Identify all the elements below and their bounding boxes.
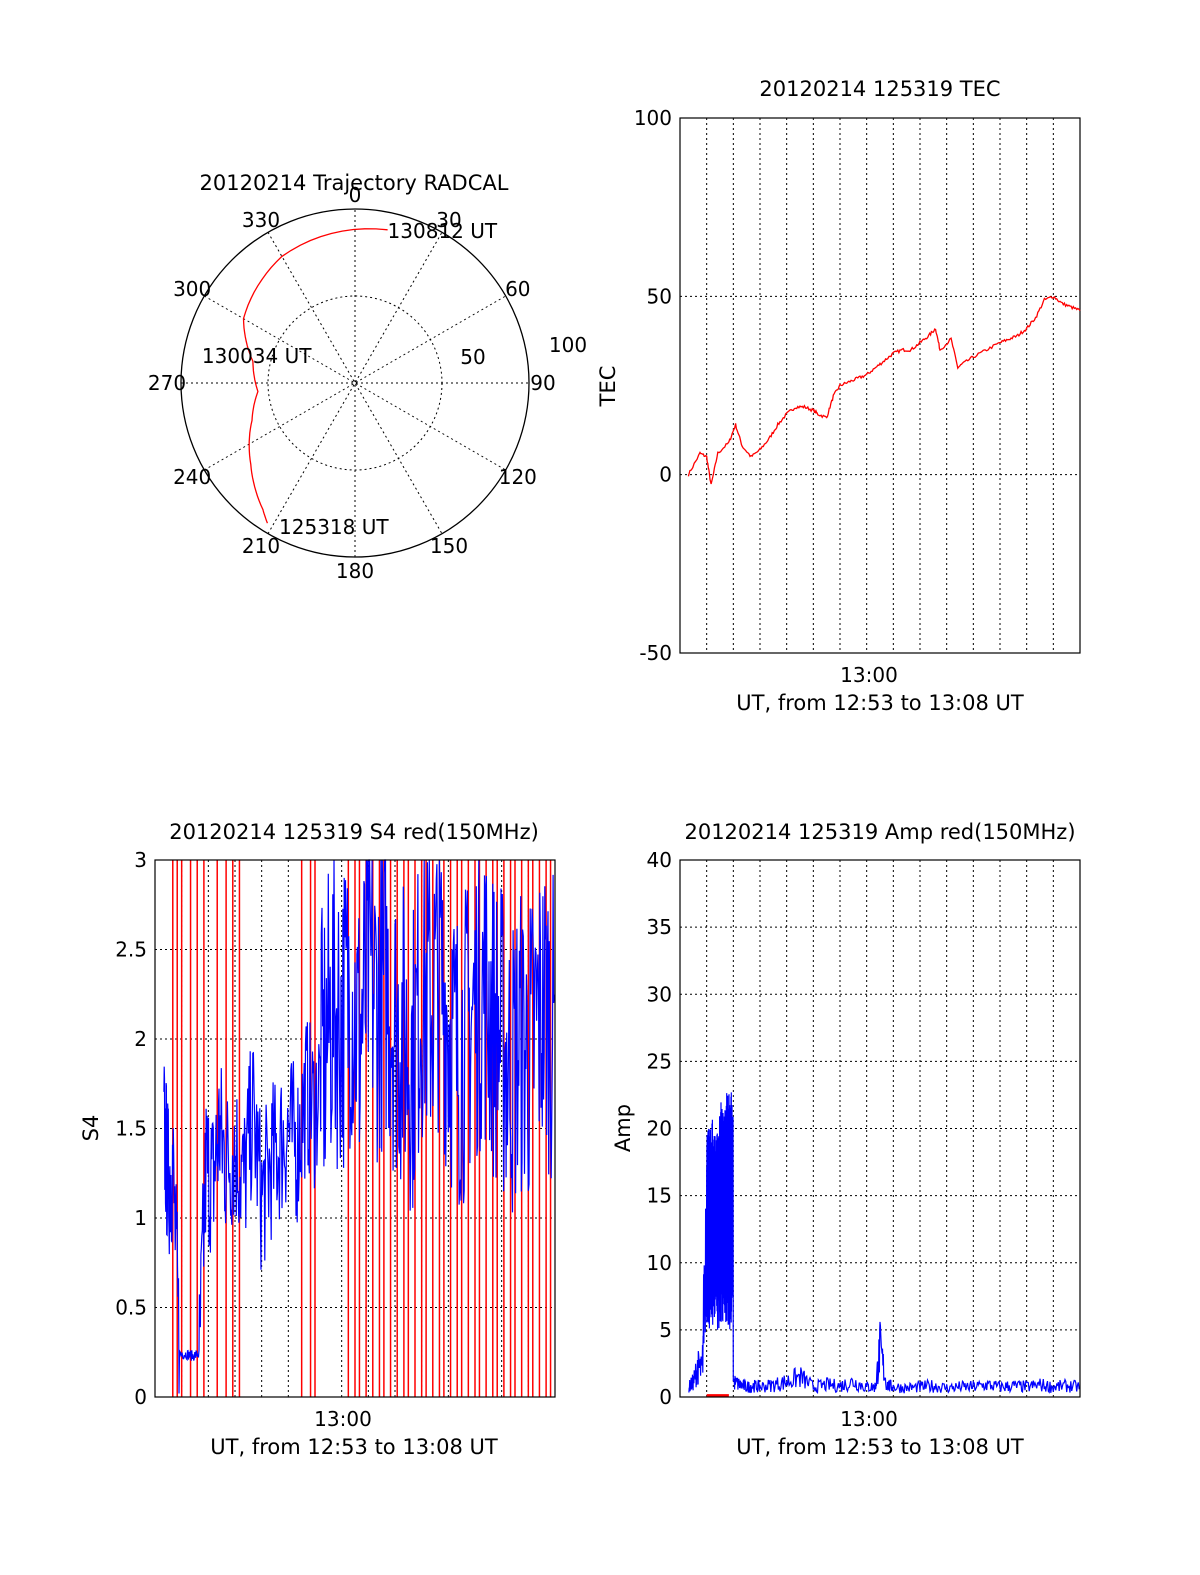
y-tick-label: 35 xyxy=(647,915,672,939)
polar-angle-label: 300 xyxy=(173,277,211,301)
tec-frame xyxy=(679,117,1081,654)
amp-x-axis-label: UT, from 12:53 to 13:08 UT xyxy=(736,1435,1024,1459)
amp-y-axis-label: Amp xyxy=(611,1104,635,1152)
s4-y-axis-label: S4 xyxy=(79,1115,103,1142)
tec-x-tick-label: 13:00 xyxy=(840,663,898,687)
polar-trajectory-plot: 20120214 Trajectory RADCAL 0 30 60 90 120 150… xyxy=(148,171,587,583)
polar-angle-label: 30 xyxy=(436,208,461,232)
s4-y-tick-labels: 0 0.5 1 1.5 2 2.5 3 xyxy=(115,848,147,1409)
polar-angle-label: 120 xyxy=(499,465,537,489)
polar-angle-label: 240 xyxy=(173,465,211,489)
s4-plot: 20120214 125319 S4 red(150MHz) 0 0.5 1 1.5 2… xyxy=(79,820,556,1459)
amp-blue-series xyxy=(688,1092,1080,1394)
trajectory-line xyxy=(242,228,388,524)
s4-x-axis-label: UT, from 12:53 to 13:08 UT xyxy=(210,1435,498,1459)
y-tick-label: 30 xyxy=(647,982,672,1006)
y-tick-label: 0 xyxy=(134,1385,147,1409)
y-tick-label: 3 xyxy=(134,848,147,872)
polar-radius-label: 100 xyxy=(549,333,587,357)
amp-plot: 20120214 125319 Amp red(150MHz) 0 5 10 15 20… xyxy=(611,820,1081,1459)
polar-spoke xyxy=(204,295,506,471)
amp-frame xyxy=(679,859,1081,1398)
polar-angle-label: 330 xyxy=(242,208,280,232)
amp-y-tick-labels: 0 5 10 15 20 25 30 35 40 xyxy=(647,848,672,1409)
s4-title: 20120214 125319 S4 red(150MHz) xyxy=(169,820,539,844)
polar-spoke xyxy=(267,232,443,534)
y-tick-label: 0 xyxy=(659,1385,672,1409)
polar-spoke xyxy=(204,295,506,471)
tec-grid xyxy=(680,118,1080,653)
y-tick-label: 2 xyxy=(134,1027,147,1051)
y-tick-label: 15 xyxy=(647,1184,672,1208)
y-tick-label: 2.5 xyxy=(115,938,147,962)
tec-plot: 20120214 125319 TEC -50 0 50 100 13:00 UT, … xyxy=(596,77,1081,715)
y-tick-label: -50 xyxy=(639,641,672,665)
polar-angle-labels: 0 30 60 90 120 150 180 210 240 270 300 330 xyxy=(148,183,556,583)
polar-angle-label: 0 xyxy=(349,183,362,207)
s4-x-tick-label: 13:00 xyxy=(314,1407,372,1431)
tec-line xyxy=(687,295,1081,485)
tec-y-axis-label: TEC xyxy=(596,366,620,408)
s4-frame xyxy=(154,859,556,1398)
polar-grid xyxy=(180,208,530,558)
tec-x-axis-label: UT, from 12:53 to 13:08 UT xyxy=(736,691,1024,715)
polar-radius-labels: 50 100 xyxy=(460,333,587,369)
tec-y-tick-labels: -50 0 50 100 xyxy=(634,106,672,665)
polar-title: 20120214 Trajectory RADCAL xyxy=(200,171,509,195)
trajectory-annotation: 125318 UT xyxy=(279,515,389,539)
polar-angle-label: 60 xyxy=(505,277,530,301)
y-tick-label: 0 xyxy=(659,463,672,487)
y-tick-label: 100 xyxy=(634,106,672,130)
y-tick-label: 1.5 xyxy=(115,1117,147,1141)
y-tick-label: 40 xyxy=(647,848,672,872)
trajectory-annotation: 130034 UT xyxy=(202,344,312,368)
trajectory-annotations: 130812 UT 130034 UT 125318 UT xyxy=(202,219,498,539)
polar-angle-label: 90 xyxy=(530,371,555,395)
amp-title: 20120214 125319 Amp red(150MHz) xyxy=(684,820,1075,844)
polar-spoke xyxy=(267,232,443,534)
y-tick-label: 50 xyxy=(647,284,672,308)
y-tick-label: 1 xyxy=(134,1206,147,1230)
y-tick-label: 10 xyxy=(647,1251,672,1275)
polar-angle-label: 210 xyxy=(242,534,280,558)
polar-radius-label: 50 xyxy=(460,345,485,369)
y-tick-label: 25 xyxy=(647,1049,672,1073)
polar-angle-label: 180 xyxy=(336,559,374,583)
amp-grid xyxy=(680,860,1080,1397)
y-tick-label: 0.5 xyxy=(115,1296,147,1320)
y-tick-label: 20 xyxy=(647,1117,672,1141)
polar-angle-label: 150 xyxy=(430,534,468,558)
amp-x-tick-label: 13:00 xyxy=(840,1407,898,1431)
polar-angle-label: 270 xyxy=(148,371,186,395)
s4-blue-series xyxy=(163,859,555,1394)
y-tick-label: 5 xyxy=(659,1318,672,1342)
trajectory-annotation: 130812 UT xyxy=(388,219,498,243)
tec-title: 20120214 125319 TEC xyxy=(759,77,1000,101)
polar-inner-circle xyxy=(267,295,443,471)
